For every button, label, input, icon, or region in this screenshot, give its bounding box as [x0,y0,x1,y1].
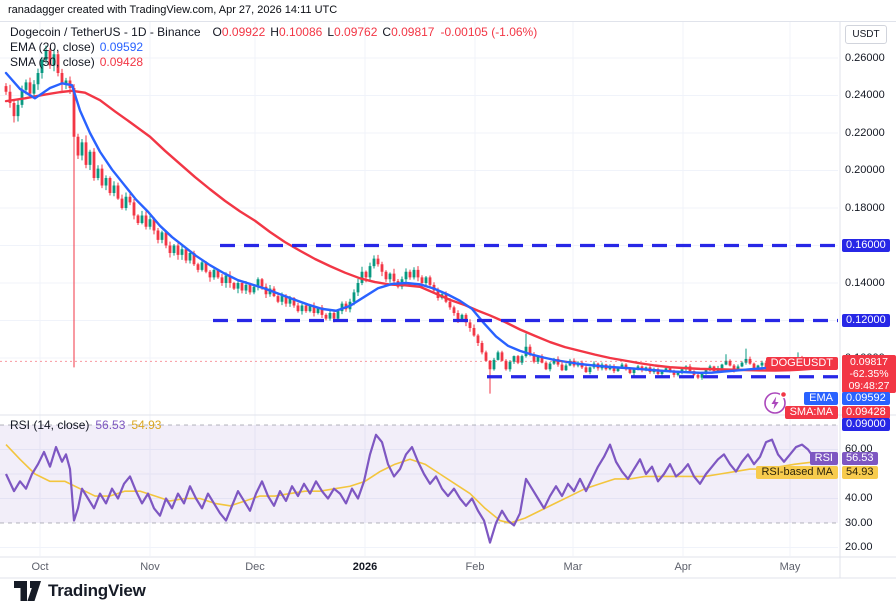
sma-legend-row[interactable]: SMA (50, close) 0.09428 [10,55,537,70]
symbol-title: Dogecoin / TetherUS - 1D - Binance [10,25,201,39]
level-price-badge: 0.09000 [842,418,890,431]
axis-currency-label[interactable]: USDT [845,25,887,44]
rsi-value: 56.53 [95,418,126,432]
rsi-axis-badge: 56.53 [842,452,878,465]
sma-axis-badge: 0.09428 [842,406,890,419]
rsi-line [5,433,815,544]
tradingview-logo[interactable]: TradingView [14,581,146,601]
rsi-ma-axis-badge: 54.93 [842,466,878,479]
ema-axis-tag: EMA [804,392,838,405]
time-axis-label: Dec [245,561,265,573]
time-axis-label: Feb [465,561,485,573]
ema-axis-badge: 0.09592 [842,392,890,405]
time-axis-label: Mar [563,561,583,573]
ema-legend-row[interactable]: EMA (20, close) 0.09592 [10,40,537,55]
rsi-legend-row[interactable]: RSI (14, close) 56.53 54.93 [10,418,161,432]
rsi-axis-tag: RSI [809,452,838,465]
ohlc-close-value: 0.09817 [391,25,435,39]
last-price-change-pct: -62.35% [849,368,889,380]
ohlc-close-label: C [382,25,392,39]
ohlc-high-value: 0.10086 [278,25,323,39]
ohlc-open-label: O [212,25,222,39]
rsi-ma-axis-tag: RSI-based MA [756,466,838,479]
ema-value: 0.09592 [99,40,144,54]
ohlc-low-label: L [327,25,335,39]
time-axis-labels: Oct Nov Dec 2026 Feb Mar Apr May [0,557,896,578]
ema20-line [4,71,816,375]
ohlc-low-value: 0.09762 [334,25,378,39]
level-price-badge: 0.12000 [842,314,890,327]
main-chart-pane[interactable] [0,22,840,415]
ohlc-high-label: H [270,25,279,39]
rsi-band [0,425,838,523]
sma-label: SMA (50, close) [10,55,95,69]
bar-close-countdown: 09:48:27 [848,380,890,392]
sma-axis-tag: SMA:MA [784,406,838,419]
time-axis-label: 2026 [352,561,378,573]
change-value: -0.00105 (-1.06%) [440,25,538,39]
time-axis-label: May [779,561,801,573]
last-price-value: 0.09817 [850,356,888,368]
rsi-label: RSI (14, close) [10,418,90,432]
symbol-legend[interactable]: Dogecoin / TetherUS - 1D - Binance O0.099… [10,25,537,70]
ohlc-open-value: 0.09922 [221,25,266,39]
sma-value: 0.09428 [99,55,144,69]
flash-boost-icon[interactable] [762,389,790,415]
lightning-bolt-icon [771,396,779,410]
notification-dot [779,390,788,399]
last-price-badge: 0.09817 -62.35% 09:48:27 [842,355,896,393]
time-axis-label: Apr [674,561,692,573]
rsi-ma-value: 54.93 [131,418,162,432]
attribution-text: ranadagger created with TradingView.com,… [8,4,338,16]
tradingview-logo-text: TradingView [48,581,146,600]
level-price-badge: 0.16000 [842,239,890,252]
symbol-row[interactable]: Dogecoin / TetherUS - 1D - Binance O0.099… [10,25,537,40]
sma50-line [4,89,816,372]
ema-label: EMA (20, close) [10,40,95,54]
time-axis-label: Nov [140,561,160,573]
symbol-price-tag: DOGEUSDT [765,357,838,370]
time-axis-label: Oct [31,561,49,573]
tradingview-logo-mark [14,581,41,601]
rsi-pane[interactable] [0,415,840,557]
